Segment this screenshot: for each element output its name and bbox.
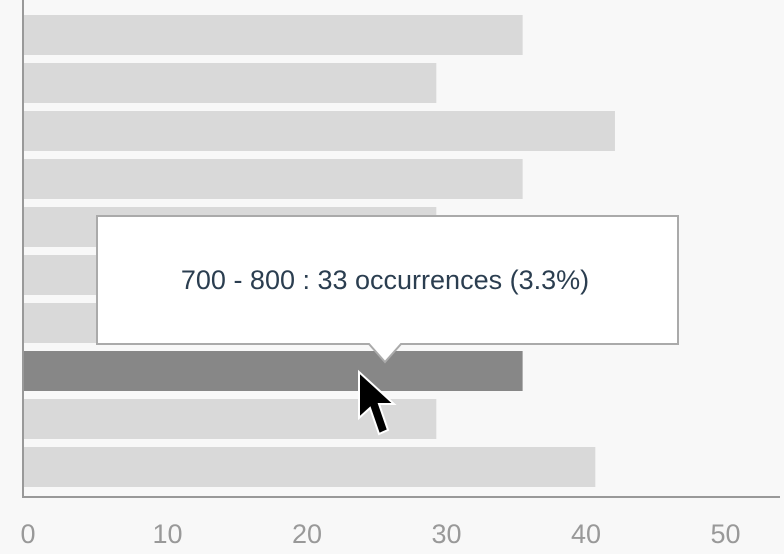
cursor <box>358 369 397 436</box>
bar <box>23 111 615 151</box>
x-tick-label: 30 <box>431 519 461 549</box>
x-tick-label: 20 <box>292 519 322 549</box>
x-ticks: 0 10 20 30 40 50 <box>20 519 740 549</box>
bar <box>23 447 596 487</box>
bar <box>23 351 523 391</box>
tooltip-text: 700 - 800 : 33 occurrences (3.3%) <box>181 265 589 295</box>
bar <box>23 63 437 103</box>
bar <box>23 15 523 55</box>
x-tick-label: 40 <box>571 519 601 549</box>
x-tick-label: 10 <box>152 519 182 549</box>
x-tick-label: 0 <box>20 519 35 549</box>
bar <box>23 159 523 199</box>
tooltip: 700 - 800 : 33 occurrences (3.3%) <box>96 215 679 364</box>
tooltip-box <box>96 215 679 364</box>
x-tick-label: 50 <box>710 519 740 549</box>
